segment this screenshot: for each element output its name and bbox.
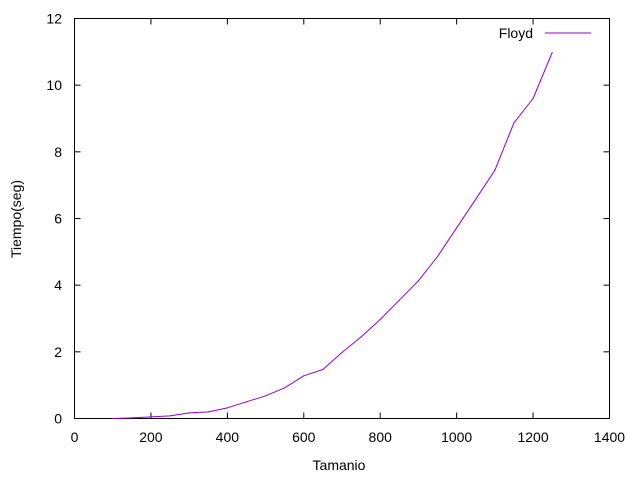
data-point <box>417 280 420 282</box>
legend: Floyd <box>499 25 591 41</box>
data-point <box>532 97 534 100</box>
series-layer <box>112 51 553 420</box>
x-tick-label: 0 <box>71 429 79 445</box>
plot-area-frame <box>74 18 610 419</box>
data-point <box>303 375 305 377</box>
legend-label: Floyd <box>499 25 533 41</box>
y-tick-label: 2 <box>54 344 62 360</box>
data-point <box>379 318 381 321</box>
y-tick-label: 0 <box>54 411 62 427</box>
data-point <box>436 255 439 258</box>
data-point <box>475 198 477 200</box>
y-axis-label: Tiempo(seg) <box>8 180 24 258</box>
data-point <box>245 401 248 403</box>
y-tick-label: 4 <box>54 277 62 293</box>
x-tick-label: 1400 <box>594 429 625 445</box>
data-point <box>360 336 362 338</box>
data-point <box>150 416 152 418</box>
data-point <box>494 169 496 171</box>
data-point <box>456 227 458 229</box>
x-tick-label: 1200 <box>517 429 548 445</box>
data-point <box>322 368 324 371</box>
x-axis-label: Tamanio <box>313 457 366 473</box>
data-point <box>341 351 343 354</box>
y-tick-label: 6 <box>54 211 62 227</box>
data-point <box>551 51 553 54</box>
y-tick-label: 10 <box>46 77 62 93</box>
data-point <box>112 417 114 420</box>
data-point <box>284 387 286 389</box>
data-point <box>169 415 171 417</box>
data-point <box>226 407 228 409</box>
data-point <box>188 412 190 414</box>
data-point <box>207 411 209 413</box>
x-tick-label: 200 <box>139 429 163 445</box>
y-tick-label: 8 <box>54 144 62 160</box>
series-line-floyd <box>112 52 553 419</box>
axis-ticks: 0 200 400 600 800 1000 1200 1400 0 2 4 6 8 10 12 <box>46 11 625 446</box>
x-tick-label: 600 <box>292 429 316 445</box>
data-point <box>513 122 515 124</box>
x-tick-label: 400 <box>216 429 240 445</box>
data-point <box>398 299 400 301</box>
data-point <box>131 417 133 419</box>
x-tick-label: 1000 <box>441 429 472 445</box>
y-tick-label: 12 <box>46 11 62 27</box>
x-tick-label: 800 <box>369 429 393 445</box>
data-point <box>264 395 267 397</box>
